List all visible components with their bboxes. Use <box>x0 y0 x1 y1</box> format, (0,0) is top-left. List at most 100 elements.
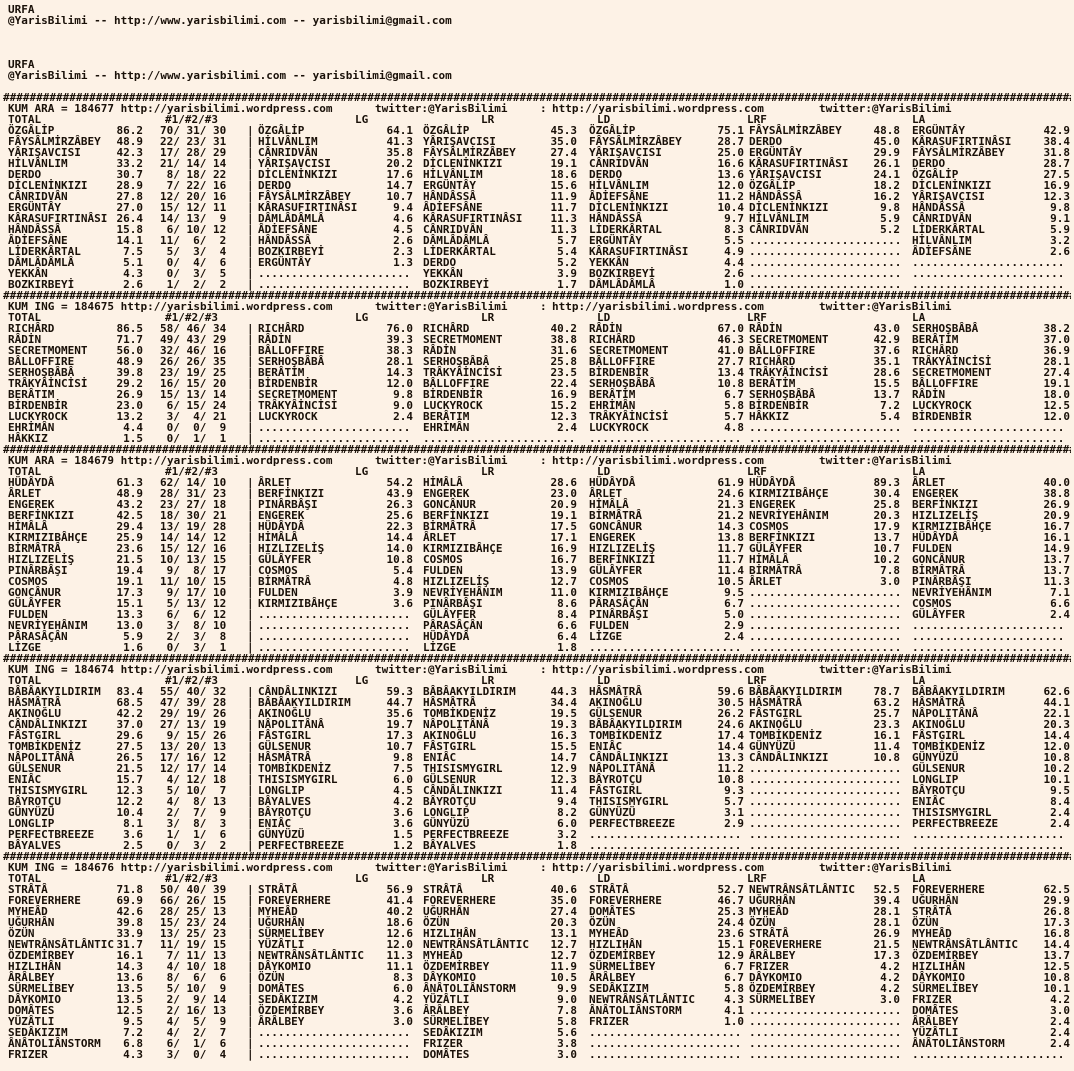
placing-counts: 49/ 43/ 29 <box>160 333 227 346</box>
la-value: 9.1 <box>1050 212 1070 225</box>
lg-horse-name: PINÂRBÂŞI <box>258 498 318 511</box>
lr-horse-name: PÂRASÂÇÂN <box>423 619 483 632</box>
lr-value: 3.8 <box>557 1037 577 1050</box>
total-horse-name: BERFİNKIZI <box>8 509 75 522</box>
total-value: 31.7 <box>116 938 144 951</box>
column-header-lrf: LRF <box>747 872 767 885</box>
placing-counts: 14/ 13/ 9 <box>160 212 227 225</box>
lrf-value: 10.2 <box>873 553 901 566</box>
ld-value: 11.7 <box>717 542 745 555</box>
column-divider: | <box>247 883 254 896</box>
lrf-horse-name: BÂBÂAKYILDIRIM <box>749 685 842 698</box>
lg-horse-name: ÂDİEFSÂNE <box>258 223 318 236</box>
total-value: 5.9 <box>123 630 143 643</box>
ld-horse-name: ENIÂC <box>589 740 623 753</box>
ld-value: 5.7 <box>724 410 744 423</box>
lr-value: 18.6 <box>550 168 578 181</box>
total-horse-name: HIZLIZELİŞ <box>8 553 75 566</box>
placing-counts: 6/ 1/ 6 <box>160 1037 227 1050</box>
lrf-horse-name: COSMOS <box>749 520 789 533</box>
separator-colon: : <box>540 300 547 313</box>
ld-horse-name: YÂRIŞAVCISI <box>589 146 662 159</box>
lr-horse-name: FÂSTGIRL <box>423 740 476 753</box>
lrf-empty-filler: ....................... <box>749 642 901 653</box>
lg-value: 3.6 <box>393 597 413 610</box>
lr-horse-name: BÂYROTÇU <box>423 795 476 808</box>
column-divider: | <box>247 740 254 753</box>
table-row: BOZKIRBEYİ 2.6 1/ 2/ 2 |..................… <box>0 279 1074 290</box>
table-row: CÂNRIDVÂN 27.8 12/ 20/ 16 | FÂYSÂLMİRZÂBEY 10… <box>0 191 1074 202</box>
lg-horse-name: ENGEREK <box>258 509 305 522</box>
total-value: 71.8 <box>116 883 144 896</box>
la-horse-name: TRÂKYÂİNCİSİ <box>912 355 992 368</box>
total-value: 2.6 <box>123 278 143 291</box>
placing-counts: 5/ 10/ 7 <box>160 784 227 797</box>
placing-counts: 10/ 13/ 15 <box>160 553 227 566</box>
total-value: 14.1 <box>116 234 144 247</box>
lr-horse-name: LİDERKÂRTAL <box>423 245 496 258</box>
ld-horse-name: ÖZGÂLİP <box>589 124 636 137</box>
total-horse-name: RICHÂRD <box>8 322 55 335</box>
total-horse-name: GÜLSENUR <box>8 762 61 775</box>
ld-empty-filler: ....................... <box>589 1038 742 1049</box>
lr-horse-name: HİMÂLÂ <box>423 476 463 489</box>
lr-horse-name: COSMOS <box>423 553 463 566</box>
lr-horse-name: PINÂRBÂŞI <box>423 597 483 610</box>
la-value: 6.6 <box>1050 597 1070 610</box>
lrf-empty-filler: ....................... <box>749 620 901 631</box>
ld-horse-name: BERÂTİM <box>589 388 636 401</box>
column-header-total: TOTAL <box>8 872 42 885</box>
la-horse-name: ENIÂC <box>912 795 946 808</box>
la-value: 13.7 <box>1043 564 1071 577</box>
total-horse-name: SECRETMOMENT <box>8 344 88 357</box>
placing-counts: 70/ 31/ 30 <box>160 124 227 137</box>
placing-counts: 11/ 6/ 2 <box>160 234 227 247</box>
lg-empty-filler: ....................... <box>258 268 411 279</box>
table-row: BERFİNKIZI 42.5 18/ 30/ 21 | ENGEREK 25.6 BERF… <box>0 510 1074 521</box>
la-horse-name: HÂNDÂSSÂ <box>912 201 965 214</box>
column-divider: | <box>247 212 254 225</box>
lr-value: 15.5 <box>550 740 578 753</box>
placing-counts: 3/ 8/ 10 <box>160 619 227 632</box>
table-row: TOMBİKDENİZ 27.5 13/ 20/ 13 | GÜLSENUR 10.7 FÂ… <box>0 741 1074 752</box>
separator-hashes: ########################################… <box>3 290 1071 301</box>
total-horse-name: KIRMIZIBÂHÇE <box>8 531 88 544</box>
lrf-horse-name: SERHOŞBÂBÂ <box>749 388 816 401</box>
lg-horse-name: BÂYALVES <box>258 795 311 808</box>
lr-value: 5.6 <box>557 1026 577 1039</box>
separator-colon: : <box>540 102 547 115</box>
ld-value: 9.3 <box>724 784 744 797</box>
lr-value: 27.4 <box>550 905 578 918</box>
section-title: KUM ING = 184676 http://yarisbilimi.word… <box>8 861 333 874</box>
lg-value: 12.0 <box>386 377 414 390</box>
lr-horse-name: LONGLIP <box>423 806 470 819</box>
column-header-la: LA <box>912 674 926 687</box>
placing-counts: 15/ 13/ 14 <box>160 388 227 401</box>
la-horse-name: THISISMYGIRL <box>912 806 992 819</box>
lg-horse-name: HÂNDÂSSÂ <box>258 234 311 247</box>
ld-value: 52.7 <box>717 883 745 896</box>
la-empty-filler: ....................... <box>912 257 1065 268</box>
table-row: HIZLIHÂN 14.3 4/ 10/ 18 | DÂYKOMIO 11.1 ÖZDEM… <box>0 961 1074 972</box>
la-value: 42.9 <box>1043 124 1071 137</box>
masthead-byline: @YarisBilimi -- http://www.yarisbilimi.c… <box>0 70 1074 81</box>
column-header-lrf: LRF <box>747 311 767 324</box>
la-horse-name: DİCLENİNKIZI <box>912 179 992 192</box>
column-divider: | <box>247 432 254 445</box>
column-divider: | <box>247 586 254 599</box>
total-value: 8.1 <box>123 817 143 830</box>
total-value: 16.1 <box>116 949 144 962</box>
lr-value: 23.5 <box>550 366 578 379</box>
la-value: 16.1 <box>1043 531 1071 544</box>
column-divider: | <box>247 949 254 962</box>
lg-value: 18.6 <box>386 916 414 929</box>
ld-value: 5.5 <box>724 234 744 247</box>
table-row: DÂMLÂDÂMLÂ 5.1 0/ 4/ 6 | ERGÜNTÂY 1.3 DERDO 5.… <box>0 257 1074 268</box>
table-row: SÜRMELİBEY 13.5 5/ 10/ 9 | DOMÂTES 6.0 ÂNÂTOL… <box>0 983 1074 994</box>
placing-counts: 3/ 4/ 21 <box>160 410 227 423</box>
total-horse-name: FÂYSÂLMİRZÂBEY <box>8 135 101 148</box>
ld-value: 11.2 <box>717 190 745 203</box>
ld-value: 8.3 <box>724 223 744 236</box>
lr-value: 19.5 <box>550 707 578 720</box>
lg-empty-filler: ....................... <box>258 609 411 620</box>
